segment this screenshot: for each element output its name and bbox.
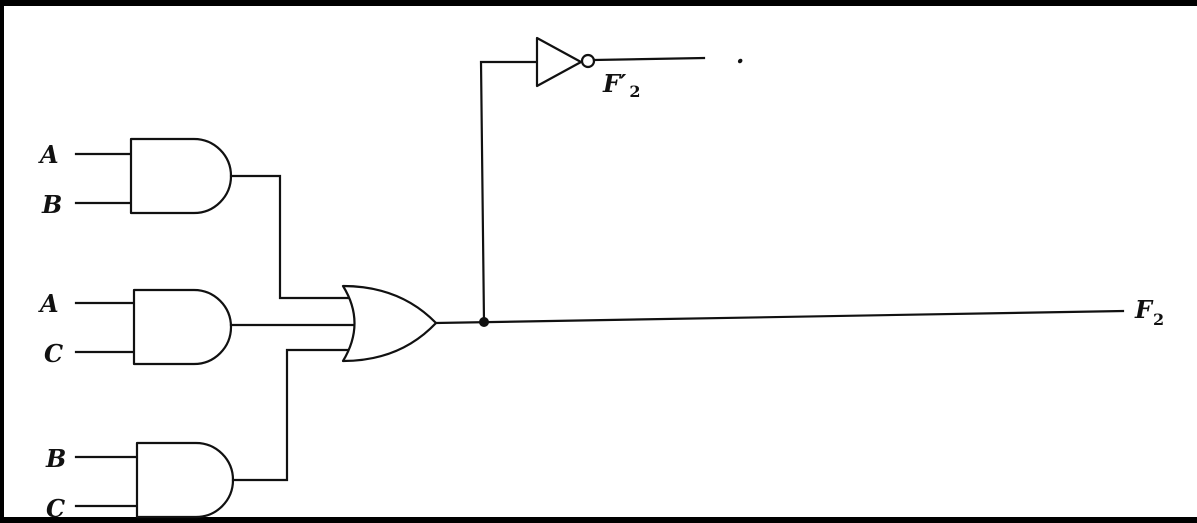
and-gate-2 [132,288,233,366]
top-border [0,0,1197,6]
and-gate-1 [129,137,233,215]
output-label-f2c-sub: 2 [629,82,640,101]
output-label-f2-sub: 2 [1153,310,1164,329]
output-label-f2c-main: F′ [602,69,627,98]
wire-branch-to-not [479,60,539,324]
input-label-g3-2: C [46,494,65,523]
output-label-f2-main: F [1134,295,1154,324]
bottom-border [0,517,1197,523]
left-border [0,0,4,523]
output-label-f2-complement: F′ 2 [602,69,641,101]
and-gate-3 [135,441,235,519]
wire-and3-to-or [231,348,351,482]
or-gate [341,284,438,363]
input-label-g1-2: B [41,190,62,219]
input-label-g3-1: B [45,444,66,473]
wire-not-output [592,56,706,62]
input-label-g2-1: A [38,289,59,318]
output-label-f2: F2 [1134,295,1164,329]
stray-mark: . [736,40,744,69]
not-gate [535,36,583,88]
wire-and1-to-or [229,174,351,300]
not-bubble [580,53,596,69]
input-label-g2-2: C [44,339,63,368]
wire-or-to-f2 [434,309,1125,325]
input-label-g1-1: A [38,140,59,169]
